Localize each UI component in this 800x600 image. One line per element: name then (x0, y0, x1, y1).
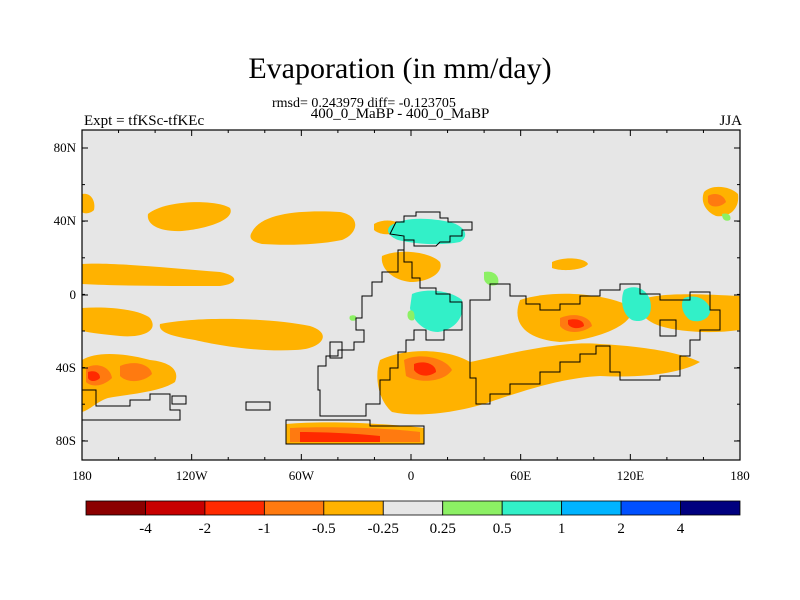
anomaly-strong-south-pacific (120, 363, 152, 382)
positive-region-mid-ocean (349, 315, 357, 321)
coastline-south-island (245, 401, 271, 411)
anomaly-region-south-pacific (159, 318, 323, 351)
colorbar-swatch (561, 500, 622, 516)
positive-region-east-africa (484, 271, 499, 286)
coastline-west-island (329, 341, 343, 359)
lon-tick-label: 120E (617, 468, 645, 483)
colorbar-swatch (442, 500, 503, 516)
positive-region-west-africa-edge (407, 310, 415, 321)
coastline-east-continent (469, 283, 721, 405)
positive-region-maritime (682, 296, 711, 322)
colorbar-swatch (680, 500, 741, 516)
anomaly-strongest-indian (568, 319, 584, 329)
colorbar-swatch (323, 500, 384, 516)
lon-tick-label: 0 (408, 468, 415, 483)
positive-region-south-asia (622, 287, 651, 322)
colorbar-label: 4 (677, 521, 685, 537)
colorbar-swatch (382, 500, 444, 516)
lon-tick-label: 60W (289, 468, 315, 483)
anomaly-region-north-pacific (147, 202, 231, 232)
lat-tick-label: 0 (70, 287, 77, 302)
colorbar-swatch (501, 500, 563, 516)
lat-tick-label: 40S (56, 360, 76, 375)
colorbar-label: -1 (258, 521, 271, 537)
stats-label: rmsd= 0.243979 diff= -0.123705 (272, 96, 456, 111)
colorbar-label: 0.5 (493, 521, 512, 537)
coastline-southwest-landmass (82, 389, 181, 421)
positive-region-europe (388, 218, 466, 245)
colorbar-label: 0.25 (430, 521, 456, 537)
anomaly-region-south-atlantic (381, 251, 441, 282)
colorbar-swatch (263, 500, 325, 516)
positive-region-north-pacific-east (722, 213, 731, 221)
coastline-arctic-bay (659, 319, 677, 337)
colorbar-label: -0.5 (312, 521, 336, 537)
colorbar-label: -2 (199, 521, 212, 537)
colorbar-swatch (145, 500, 206, 516)
coastline-south-landmass (285, 419, 425, 445)
anomaly-strongest-antarctic (300, 432, 380, 442)
anomaly-strongest-south-atlantic (414, 362, 436, 376)
coastline-small-island (171, 395, 187, 405)
coastline-central-continent (317, 240, 463, 417)
lon-tick-label: 60E (510, 468, 531, 483)
lon-tick-label: 120W (176, 468, 209, 483)
anomaly-region-west-edge (82, 193, 95, 214)
season-label: JJA (719, 113, 742, 129)
anomaly-region-southwest-pacific (82, 307, 153, 337)
colorbar-label: 1 (558, 521, 566, 537)
page-title: Evaporation (in mm/day) (248, 52, 552, 85)
colorbar-label: -0.25 (368, 521, 399, 537)
longitude-axis: 180 120W 60W 0 60E 120E 180 (72, 130, 750, 483)
anomaly-region-east-asia (552, 258, 588, 271)
anomaly-strong-north-pacific-east (708, 194, 726, 207)
anomaly-region-southern-ocean-central (377, 343, 700, 415)
colorbar-swatch (204, 500, 265, 516)
colorbar-label: -4 (139, 521, 152, 537)
latitude-axis: 80N 40N 0 40S 80S (54, 140, 740, 448)
anomaly-region-tropical-pacific (82, 263, 235, 286)
lon-tick-label: 180 (730, 468, 750, 483)
anomaly-field (82, 186, 740, 444)
colorbar-swatch (85, 500, 146, 516)
coastlines (82, 211, 721, 445)
lat-tick-label: 40N (54, 213, 77, 228)
anomaly-strongest-southwest (88, 371, 100, 381)
period-label: 400_0_MaBP - 400_0_MaBP (310, 106, 490, 122)
coastline-north-continent (389, 211, 473, 247)
colorbar-label: 2 (617, 521, 625, 537)
anomaly-region-north-atlantic (250, 211, 356, 245)
lat-tick-label: 80S (56, 433, 76, 448)
colorbar: -4 -2 -1 -0.5 -0.25 0.25 0.5 1 2 4 (85, 500, 741, 537)
lon-tick-label: 180 (72, 468, 92, 483)
lat-tick-label: 80N (54, 140, 77, 155)
experiment-label: Expt = tfKSc-tfKEc (84, 113, 205, 129)
colorbar-swatch (620, 500, 681, 516)
